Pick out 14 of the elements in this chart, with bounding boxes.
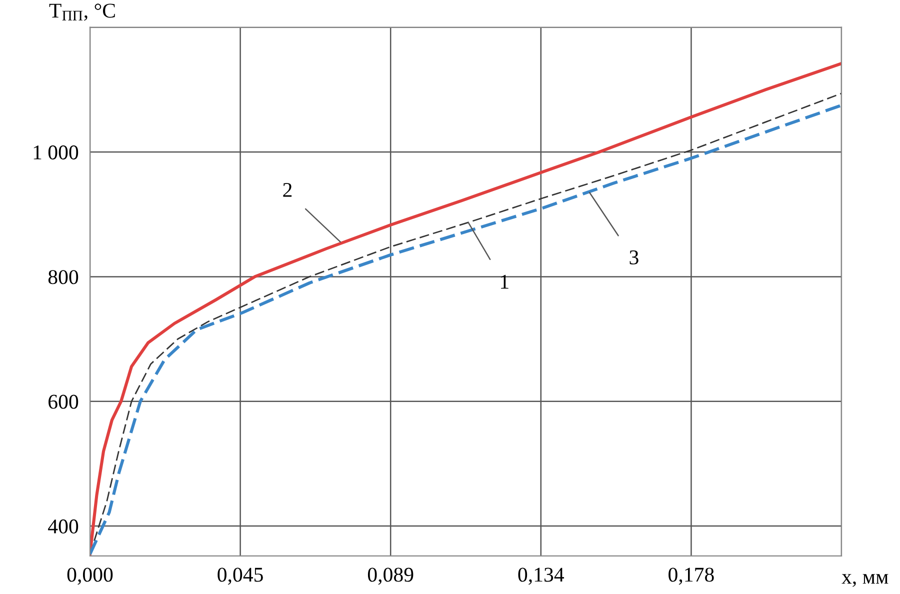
y-tick-label: 1 000 (34, 145, 78, 160)
annotation: 2 (283, 182, 292, 197)
x-tick-label: 0,134 (518, 568, 564, 585)
y-axis-title: T$_{ПП}$, °C (49, 4, 115, 21)
x-tick-label: 0,089 (368, 568, 414, 585)
annotation: 1 (501, 274, 508, 289)
y-tick-label: 400 (48, 519, 78, 534)
x-tick-label: 0,178 (668, 568, 714, 585)
x-tick-label: 0,045 (218, 568, 263, 585)
y-tick-label: 600 (48, 394, 78, 409)
y-tick-label: 800 (48, 270, 78, 284)
x-tick-label: 0,000 (67, 568, 113, 585)
annotation: 3 (630, 250, 638, 264)
x-axis-title: x, мм (842, 574, 888, 587)
